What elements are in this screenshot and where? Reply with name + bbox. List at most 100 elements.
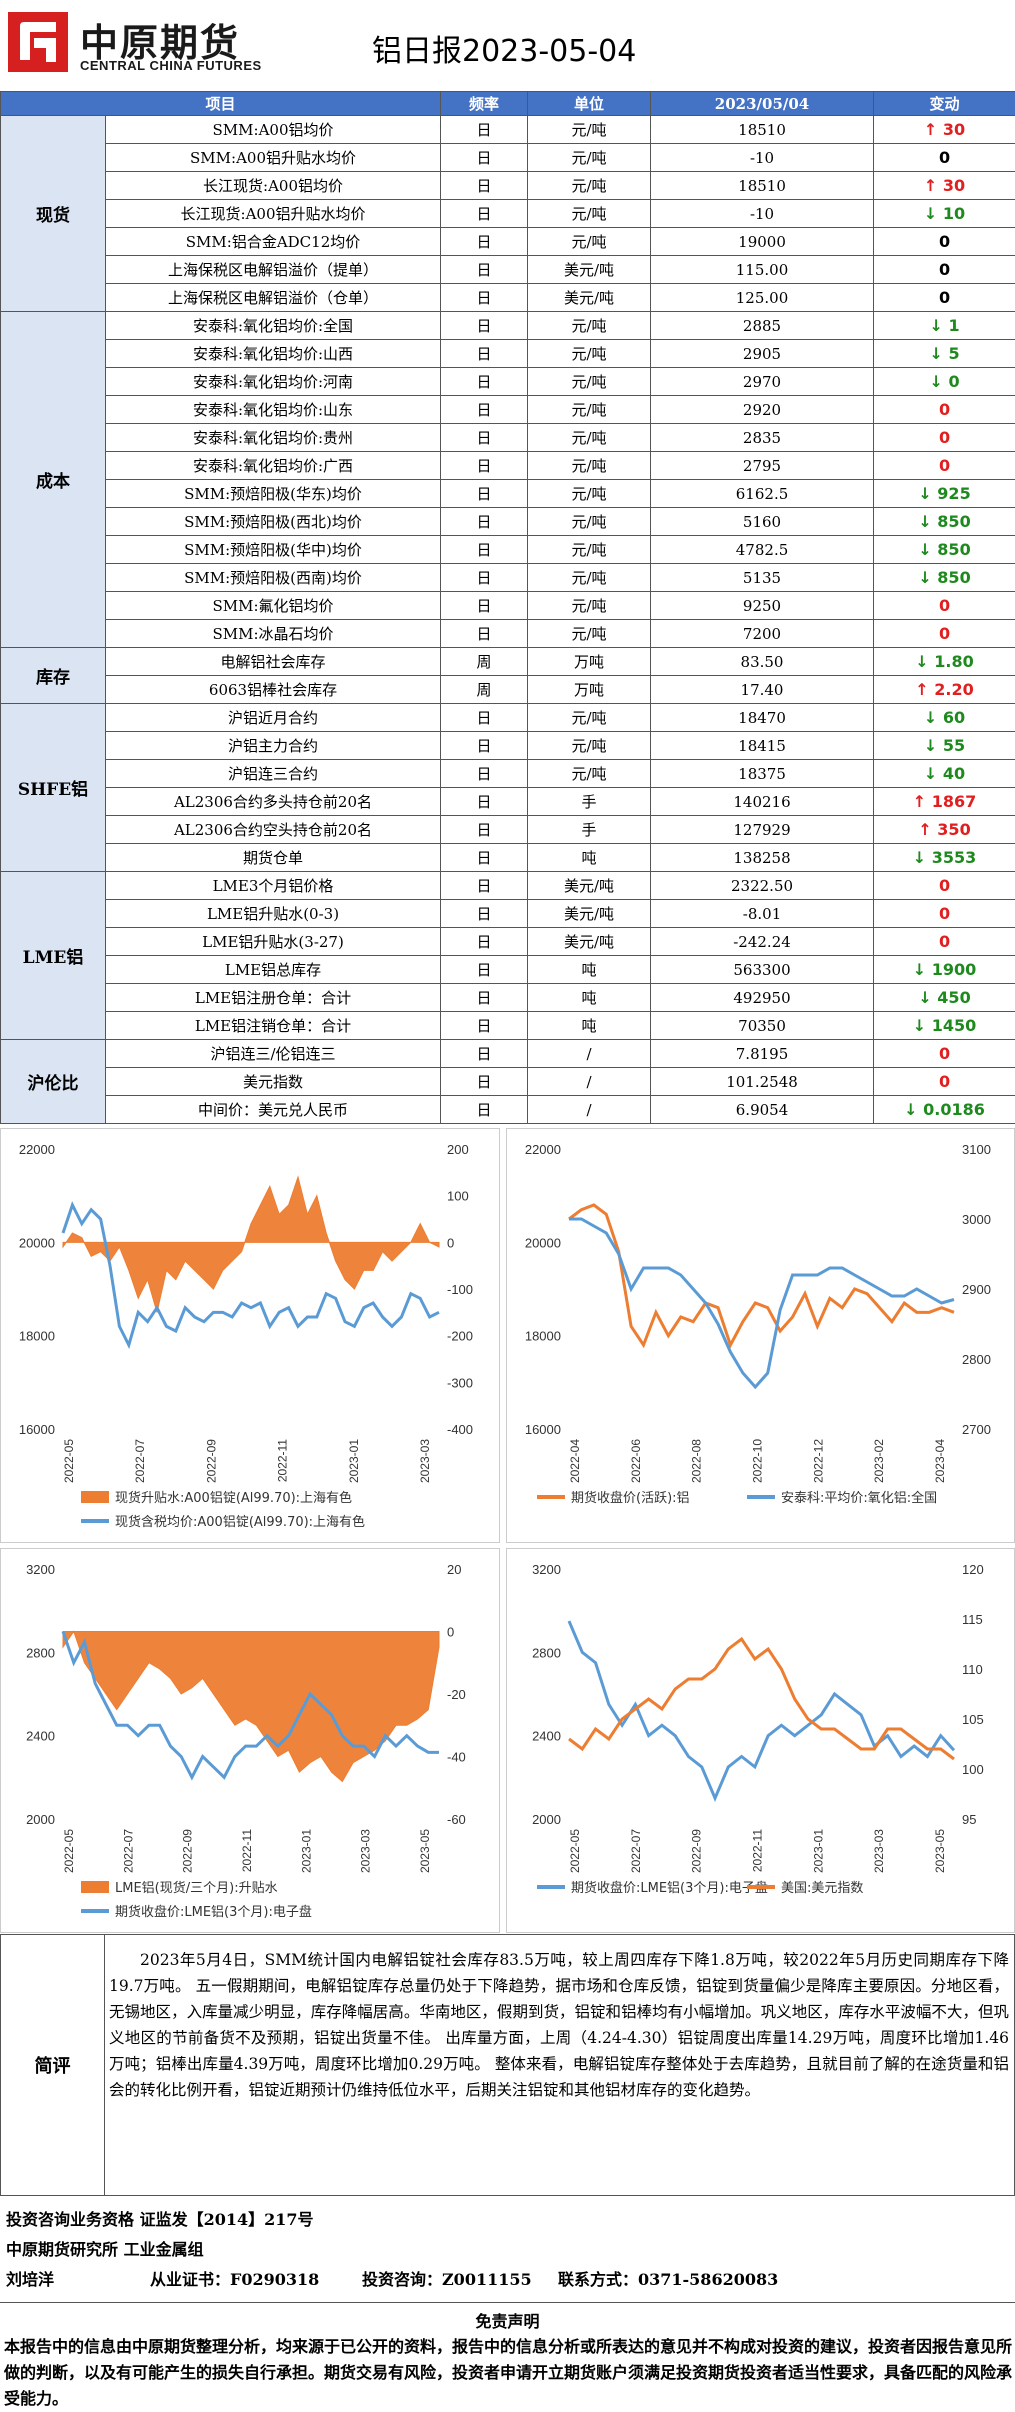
- value-cell: 115.00: [651, 256, 874, 284]
- change-value: 30: [943, 120, 965, 139]
- change-value: 2.20: [934, 680, 973, 699]
- change-value: 10: [943, 204, 965, 223]
- chart-futures-alumina-svg: 2200020000180001600031003000290028002700…: [507, 1129, 1015, 1544]
- comment-text: 2023年5月4日，SMM统计国内电解铝锭社会库存83.5万吨，较上周四库存下降…: [109, 1947, 1009, 2103]
- value-cell: 83.50: [651, 648, 874, 676]
- change-value: 3553: [932, 848, 977, 867]
- arrow-down-icon: ↓: [904, 1100, 923, 1119]
- freq-cell: 日: [441, 340, 528, 368]
- category-cell: 成本: [1, 312, 106, 648]
- arrow-down-icon: ↓: [929, 372, 948, 391]
- arrow-down-icon: ↓: [918, 568, 937, 587]
- item-cell: AL2306合约空头持仓前20名: [106, 816, 441, 844]
- x-tick: 2022-11: [751, 1829, 765, 1872]
- value-cell: 18415: [651, 732, 874, 760]
- x-tick: 2022-12: [811, 1439, 825, 1483]
- change-value: 0.0186: [923, 1100, 985, 1119]
- change-cell: ↓ 850: [874, 564, 1015, 592]
- change-value: 0: [939, 624, 950, 643]
- item-cell: LME铝注销仓单：合计: [106, 1012, 441, 1040]
- freq-cell: 日: [441, 816, 528, 844]
- x-tick: 2022-04: [568, 1439, 582, 1483]
- item-cell: SMM:铝合金ADC12均价: [106, 228, 441, 256]
- category-cell: 现货: [1, 116, 106, 312]
- unit-cell: 元/吨: [528, 536, 651, 564]
- arrow-down-icon: ↓: [913, 960, 932, 979]
- change-cell: ↓ 1450: [874, 1012, 1015, 1040]
- x-tick: 2023-01: [811, 1829, 825, 1873]
- item-cell: 长江现货:A00铝升贴水均价: [106, 200, 441, 228]
- chart-spot-price-svg: 220002000018000160002001000-100-200-300-…: [1, 1129, 501, 1544]
- change-value: 0: [939, 596, 950, 615]
- item-cell: 沪铝近月合约: [106, 704, 441, 732]
- value-cell: 492950: [651, 984, 874, 1012]
- col-header-freq: 频率: [441, 92, 528, 116]
- value-cell: 9250: [651, 592, 874, 620]
- legend-swatch: [81, 1881, 109, 1893]
- x-tick: 2022-10: [751, 1439, 765, 1483]
- change-value: 0: [948, 372, 959, 391]
- change-value: 925: [937, 484, 970, 503]
- value-cell: 7200: [651, 620, 874, 648]
- unit-cell: 元/吨: [528, 368, 651, 396]
- chart-lme-dollar-svg: 3200280024002000120115110105100952022-05…: [507, 1549, 1015, 1934]
- col-header-date: 2023/05/04: [651, 92, 874, 116]
- x-tick: 2023-05: [933, 1829, 947, 1873]
- change-cell: ↓ 1.80: [874, 648, 1015, 676]
- arrow-up-icon: ↑: [924, 120, 943, 139]
- report-header: 中原期货 CENTRAL CHINA FUTURES 铝日报2023-05-04: [0, 0, 1015, 90]
- change-value: 0: [939, 260, 950, 279]
- change-cell: 0: [874, 452, 1015, 480]
- value-cell: 5135: [651, 564, 874, 592]
- freq-cell: 日: [441, 424, 528, 452]
- unit-cell: 吨: [528, 844, 651, 872]
- y-tick-left: 3200: [26, 1562, 55, 1577]
- arrow-down-icon: ↓: [913, 848, 932, 867]
- y-tick-right: -400: [447, 1422, 473, 1437]
- value-cell: 4782.5: [651, 536, 874, 564]
- change-cell: ↓ 1900: [874, 956, 1015, 984]
- change-cell: ↓ 1: [874, 312, 1015, 340]
- y-tick-right: 0: [447, 1625, 454, 1640]
- freq-cell: 日: [441, 200, 528, 228]
- y-tick-right: -60: [447, 1812, 466, 1827]
- value-cell: 18470: [651, 704, 874, 732]
- category-cell: LME铝: [1, 872, 106, 1040]
- arrow-down-icon: ↓: [918, 512, 937, 531]
- comment-section: 简评 2023年5月4日，SMM统计国内电解铝锭社会库存83.5万吨，较上周四库…: [0, 1934, 1015, 2196]
- freq-cell: 日: [441, 1012, 528, 1040]
- change-value: 0: [939, 1044, 950, 1063]
- item-cell: SMM:预焙阳极(西南)均价: [106, 564, 441, 592]
- category-cell: SHFE铝: [1, 704, 106, 872]
- freq-cell: 日: [441, 452, 528, 480]
- unit-cell: /: [528, 1040, 651, 1068]
- change-value: 0: [939, 932, 950, 951]
- unit-cell: 元/吨: [528, 144, 651, 172]
- arrow-down-icon: ↓: [924, 204, 943, 223]
- table-row: 中间价：美元兑人民币日/6.9054↓ 0.0186: [1, 1096, 1015, 1124]
- unit-cell: 元/吨: [528, 312, 651, 340]
- change-cell: 0: [874, 1068, 1015, 1096]
- x-tick: 2022-05: [62, 1439, 76, 1483]
- change-cell: ↓ 40: [874, 760, 1015, 788]
- unit-cell: 手: [528, 788, 651, 816]
- item-cell: 沪铝主力合约: [106, 732, 441, 760]
- freq-cell: 日: [441, 116, 528, 144]
- change-cell: ↓ 0.0186: [874, 1096, 1015, 1124]
- change-value: 450: [937, 988, 970, 1007]
- item-cell: 安泰科:氧化铝均价:广西: [106, 452, 441, 480]
- y-tick-right: 3000: [962, 1212, 991, 1227]
- legend-label: 现货含税均价:A00铝锭(Al99.70):上海有色: [115, 1514, 365, 1530]
- unit-cell: 元/吨: [528, 228, 651, 256]
- x-tick: 2022-06: [629, 1439, 643, 1483]
